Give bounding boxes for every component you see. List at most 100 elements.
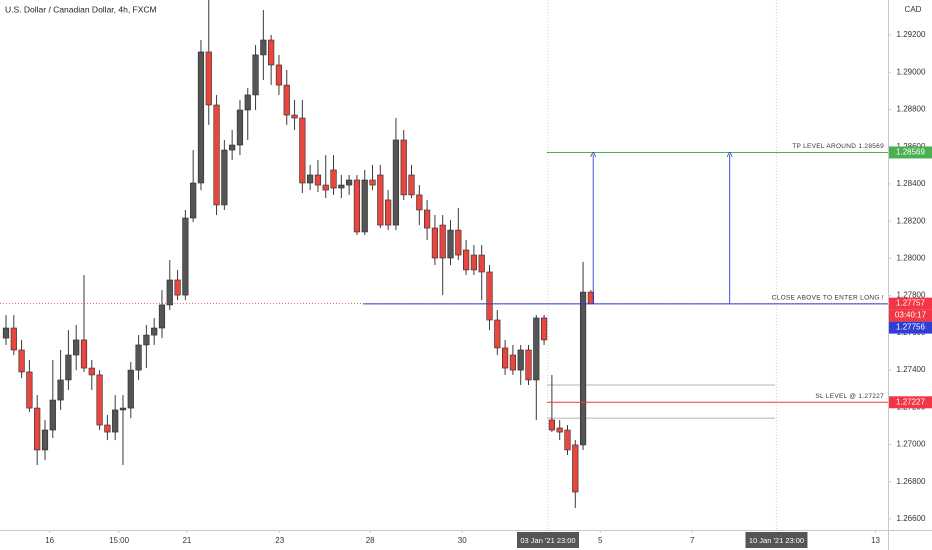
candle-body <box>190 182 197 219</box>
candle-body <box>73 339 80 356</box>
candle-body <box>385 199 392 226</box>
candle-body <box>525 349 532 381</box>
candle-body <box>2 327 10 339</box>
candle-body <box>260 39 267 56</box>
candle-body <box>548 419 555 431</box>
x-tick-label: 7 <box>690 536 695 545</box>
x-tick-label: 5 <box>598 536 603 545</box>
tp-tag: 1.28569 <box>896 148 925 157</box>
date-marker-label: 10 Jan '21 23:00 <box>749 536 804 545</box>
candle-body <box>151 327 158 336</box>
candle-body <box>291 114 298 119</box>
candle-body <box>431 227 439 259</box>
tp-tag-box <box>889 146 932 159</box>
candle-body <box>112 409 119 433</box>
candle-body <box>41 429 49 451</box>
candle-body <box>275 64 283 86</box>
candle-body <box>486 271 493 321</box>
candle-body <box>88 367 95 376</box>
candle-body <box>10 327 17 351</box>
y-tick-label: 1.28200 <box>897 216 926 225</box>
y-tick-label: 1.28600 <box>897 142 926 151</box>
candle-body <box>213 104 220 206</box>
candle-body <box>416 194 423 211</box>
candle-body <box>135 344 142 371</box>
candle-body <box>509 354 516 371</box>
y-tick-label: 1.28400 <box>897 179 926 188</box>
candle-body <box>346 179 353 186</box>
candle-body <box>65 354 72 381</box>
candle-body <box>579 291 587 446</box>
candle-body <box>322 184 329 191</box>
candle-body <box>166 279 173 306</box>
candle-body <box>158 304 166 329</box>
x-tick-label: 15:00 <box>109 536 130 545</box>
candle-body <box>572 444 579 493</box>
date-marker-label: 03 Jan '21 23:00 <box>520 536 575 545</box>
y-tick-label: 1.27000 <box>897 440 926 449</box>
candle-body <box>182 217 189 296</box>
candle-body <box>119 407 127 411</box>
level-label: TP LEVEL AROUND 1.28569 <box>792 143 884 150</box>
candle-body <box>439 224 446 259</box>
candle-body <box>104 424 111 433</box>
sl-tag: 1.27227 <box>896 397 925 406</box>
candle-body <box>299 117 306 184</box>
candle-body <box>34 407 41 451</box>
x-tick-label: 16 <box>45 536 54 545</box>
candle-body <box>533 317 540 381</box>
date-marker-box <box>516 532 579 548</box>
candle-body <box>353 179 361 233</box>
candle-body <box>400 139 407 196</box>
candle-body <box>174 279 181 296</box>
last-price-tag: 1.27757 <box>896 299 925 308</box>
candle-body <box>502 347 509 369</box>
candle-body <box>127 369 134 409</box>
countdown-tag-box <box>889 309 932 322</box>
candle-body <box>221 149 228 206</box>
entry-tag-box <box>889 321 932 334</box>
y-tick-label: 1.28000 <box>897 254 926 263</box>
y-axis-label: CAD <box>905 5 922 14</box>
candle-body <box>283 84 290 116</box>
y-tick-label: 1.28800 <box>897 105 926 114</box>
candle-body <box>478 254 485 273</box>
candle-body <box>377 174 384 226</box>
y-tick-label: 1.27400 <box>897 365 926 374</box>
candle-body <box>330 169 337 189</box>
candle-body <box>143 334 150 346</box>
date-marker-box <box>745 532 808 548</box>
last-price-tag-box <box>889 297 932 310</box>
y-tick-label: 1.29000 <box>897 67 926 76</box>
candle-body <box>26 371 33 409</box>
y-tick-label: 1.27800 <box>897 291 926 300</box>
candle-body <box>564 429 571 451</box>
chart-title: U.S. Dollar / Canadian Dollar, 4h, FXCM <box>5 4 157 14</box>
candle-body <box>369 179 376 186</box>
x-tick-label: 13 <box>871 536 880 545</box>
candle-body <box>268 39 275 66</box>
candle-body <box>197 51 205 184</box>
candle-body <box>361 179 368 233</box>
candle-body <box>57 379 64 401</box>
candle-body <box>80 339 88 369</box>
candle-body <box>229 144 236 151</box>
sl-tag-box <box>889 396 932 409</box>
candle-body <box>18 349 25 373</box>
candle-body <box>307 174 314 184</box>
y-tick-label: 1.29200 <box>897 30 926 39</box>
candle-body <box>455 229 462 256</box>
candle-body <box>338 184 345 189</box>
level-label: SL LEVEL @ 1.27227 <box>815 393 884 400</box>
candle-body <box>408 174 415 196</box>
candle-body <box>236 109 244 146</box>
x-tick-label: 21 <box>182 536 191 545</box>
y-tick-label: 1.26600 <box>897 514 926 523</box>
countdown-tag: 03:40:17 <box>895 311 927 320</box>
x-tick-label: 30 <box>458 536 467 545</box>
candle-body <box>517 349 524 371</box>
candle-body <box>392 139 400 226</box>
x-tick-label: 28 <box>366 536 375 545</box>
